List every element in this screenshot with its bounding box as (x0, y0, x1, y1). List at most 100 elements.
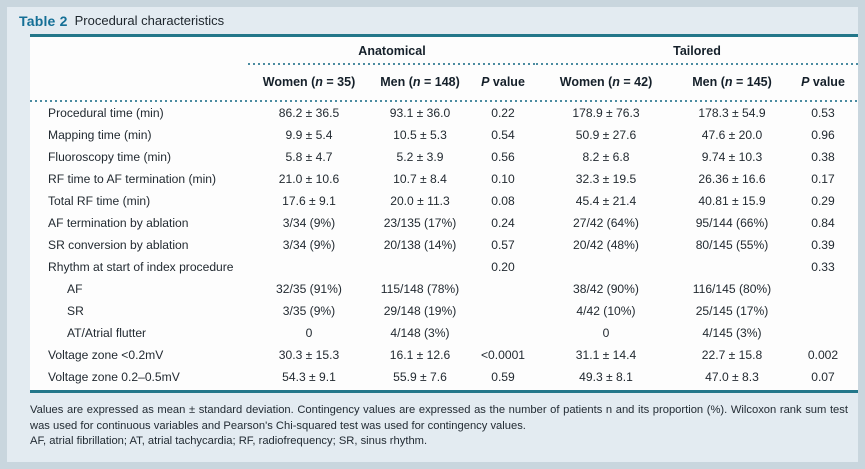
cell-tailored-pvalue: 0.38 (811, 150, 835, 164)
row-label: Voltage zone 0.2–0.5mV (48, 370, 180, 384)
cell-tailored-women: 49.3 ± 8.1 (579, 370, 633, 384)
cell-anatomical-men: 10.7 ± 8.4 (393, 172, 447, 186)
cell-anatomical-pvalue: 0.57 (491, 238, 515, 252)
table-caption: Procedural characteristics (74, 13, 225, 28)
table-row: Fluoroscopy time (min) 5.8 ± 4.7 5.2 ± 3… (30, 146, 858, 168)
cell-tailored-pvalue: 0.07 (811, 370, 835, 384)
cell-anatomical-women: 21.0 ± 10.6 (278, 172, 340, 186)
cell-tailored-pvalue: 0.53 (811, 106, 835, 120)
group-label-anatomical: Anatomical (358, 44, 426, 58)
column-header-anatomical-women: Women (n = 35) (262, 75, 356, 89)
row-label: Total RF time (min) (48, 194, 151, 208)
cell-tailored-pvalue: 0.17 (811, 172, 835, 186)
cell-tailored-men: 80/145 (55%) (695, 238, 769, 252)
group-header-spacer (30, 42, 248, 65)
paper-page: Table 2 Procedural characteristics Anato… (7, 7, 858, 462)
cell-tailored-pvalue: 0.002 (807, 348, 839, 362)
table-row: AF 32/35 (91%) 115/148 (78%) 38/42 (90%)… (30, 278, 858, 300)
table-footnotes: Values are expressed as mean ± standard … (30, 403, 848, 450)
cell-anatomical-men: 10.5 ± 5.3 (393, 128, 447, 142)
dotted-rule-anatomical (248, 63, 536, 65)
table-row: Total RF time (min) 17.6 ± 9.1 20.0 ± 11… (30, 190, 858, 212)
table-row: AT/Atrial flutter 0 4/148 (3%) 0 4/145 (… (30, 322, 858, 344)
cell-tailored-women: 8.2 ± 6.8 (582, 150, 630, 164)
procedural-characteristics-table: Anatomical Tailored Women (n = 35) Men (… (30, 34, 858, 393)
footnote-abbreviations: AF, atrial fibrillation; AT, atrial tach… (30, 435, 428, 447)
cell-anatomical-men: 55.9 ± 7.6 (393, 370, 447, 384)
cell-anatomical-pvalue: 0.54 (491, 128, 515, 142)
cell-anatomical-pvalue: 0.24 (491, 216, 515, 230)
cell-anatomical-women: 3/34 (9%) (282, 238, 336, 252)
row-label: Voltage zone <0.2mV (48, 348, 164, 362)
cell-tailored-pvalue: 0.29 (811, 194, 835, 208)
cell-anatomical-men: 4/148 (3%) (390, 326, 450, 340)
cell-tailored-women: 27/42 (64%) (573, 216, 639, 230)
cell-anatomical-pvalue: 0.22 (491, 106, 515, 120)
group-header-anatomical: Anatomical (248, 42, 536, 65)
table-row: Mapping time (min) 9.9 ± 5.4 10.5 ± 5.3 … (30, 124, 858, 146)
cell-tailored-women: 20/42 (48%) (573, 238, 639, 252)
cell-tailored-men: 22.7 ± 15.8 (701, 348, 763, 362)
cell-anatomical-women: 86.2 ± 36.5 (278, 106, 340, 120)
cell-tailored-women: 4/42 (10%) (576, 304, 636, 318)
cell-anatomical-women: 3/34 (9%) (282, 216, 336, 230)
cell-anatomical-men: 29/148 (19%) (383, 304, 457, 318)
cell-anatomical-women: 0 (305, 326, 313, 340)
table-row: Voltage zone 0.2–0.5mV 54.3 ± 9.1 55.9 ±… (30, 366, 858, 388)
cell-tailored-men: 47.0 ± 8.3 (705, 370, 759, 384)
table-row: SR conversion by ablation 3/34 (9%) 20/1… (30, 234, 858, 256)
cell-anatomical-pvalue: 0.59 (491, 370, 515, 384)
cell-tailored-men: 95/144 (66%) (695, 216, 769, 230)
cell-tailored-pvalue: 0.96 (811, 128, 835, 142)
row-label: RF time to AF termination (min) (48, 172, 217, 186)
cell-anatomical-women: 5.8 ± 4.7 (285, 150, 333, 164)
cell-tailored-men: 116/145 (80%) (692, 282, 772, 296)
column-header-tailored-women: Women (n = 42) (559, 75, 653, 89)
cell-anatomical-women: 17.6 ± 9.1 (282, 194, 336, 208)
cell-anatomical-pvalue: 0.56 (491, 150, 515, 164)
table-number: Table 2 (19, 12, 68, 29)
dotted-rule-full-width (30, 100, 858, 102)
cell-tailored-men: 47.6 ± 20.0 (701, 128, 763, 142)
row-label: SR conversion by ablation (48, 238, 189, 252)
cell-tailored-women: 31.1 ± 14.4 (575, 348, 637, 362)
cell-tailored-pvalue: 0.33 (811, 260, 835, 274)
cell-anatomical-women: 32/35 (91%) (276, 282, 342, 296)
cell-anatomical-pvalue: <0.0001 (480, 348, 526, 362)
column-header-spacer (30, 65, 248, 100)
row-label: AF termination by ablation (48, 216, 189, 230)
group-header-tailored: Tailored (536, 42, 858, 65)
cell-tailored-men: 26.36 ± 16.6 (698, 172, 766, 186)
row-label: Rhythm at start of index procedure (48, 260, 234, 274)
row-label: Mapping time (min) (48, 128, 152, 142)
cell-tailored-women: 45.4 ± 21.4 (575, 194, 637, 208)
column-header-anatomical-pvalue: P value (481, 75, 525, 89)
row-label: AF (67, 282, 83, 296)
cell-anatomical-men: 93.1 ± 36.0 (389, 106, 451, 120)
row-label: AT/Atrial flutter (67, 326, 147, 340)
cell-tailored-men: 4/145 (3%) (702, 326, 762, 340)
cell-anatomical-women: 54.3 ± 9.1 (282, 370, 336, 384)
cell-anatomical-pvalue: 0.20 (491, 260, 515, 274)
cell-anatomical-women: 30.3 ± 15.3 (278, 348, 340, 362)
cell-anatomical-pvalue: 0.10 (491, 172, 515, 186)
table-row: Procedural time (min) 86.2 ± 36.5 93.1 ±… (30, 102, 858, 124)
table-row: Voltage zone <0.2mV 30.3 ± 15.3 16.1 ± 1… (30, 344, 858, 366)
cell-tailored-men: 178.3 ± 54.9 (698, 106, 766, 120)
row-label: Fluoroscopy time (min) (48, 150, 171, 164)
column-header-tailored-men: Men (n = 145) (692, 75, 772, 89)
cell-tailored-men: 9.74 ± 10.3 (701, 150, 763, 164)
cell-anatomical-men: 16.1 ± 12.6 (389, 348, 451, 362)
table-row: AF termination by ablation 3/34 (9%) 23/… (30, 212, 858, 234)
cell-tailored-men: 40.81 ± 15.9 (698, 194, 766, 208)
column-header-row: Women (n = 35) Men (n = 148) P value Wom… (30, 65, 858, 100)
cell-tailored-men: 25/145 (17%) (695, 304, 769, 318)
cell-anatomical-women: 9.9 ± 5.4 (285, 128, 333, 142)
cell-anatomical-women: 3/35 (9%) (282, 304, 336, 318)
table-row: SR 3/35 (9%) 29/148 (19%) 4/42 (10%) 25/… (30, 300, 858, 322)
cell-anatomical-men: 23/135 (17%) (383, 216, 457, 230)
cell-anatomical-pvalue: 0.08 (491, 194, 515, 208)
cell-tailored-women: 38/42 (90%) (573, 282, 639, 296)
cell-anatomical-men: 115/148 (78%) (380, 282, 460, 296)
cell-tailored-women: 178.9 ± 76.3 (572, 106, 640, 120)
